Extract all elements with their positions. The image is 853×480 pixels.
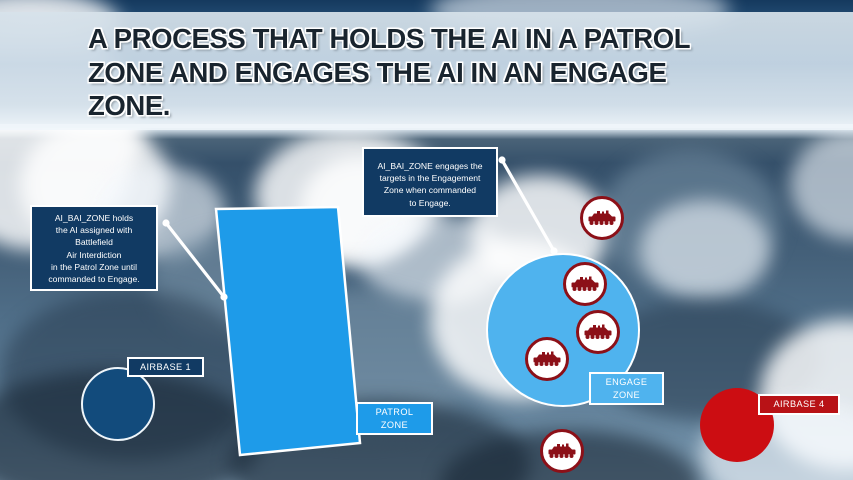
target-icon-3[interactable]: [576, 310, 620, 354]
armored-vehicle-icon: [548, 443, 576, 458]
armored-vehicle-icon: [584, 324, 612, 339]
armored-vehicle-icon: [588, 210, 616, 225]
target-icon-4[interactable]: [525, 337, 569, 381]
callout-patrol-hold: AI_BAI_ZONE holds the AI assigned with B…: [30, 205, 158, 291]
callout-engage-description: AI_BAI_ZONE engages the targets in the E…: [362, 147, 498, 217]
label-airbase-1: AIRBASE 1: [127, 357, 204, 377]
label-airbase-4: AIRBASE 4: [758, 394, 840, 415]
label-patrol-zone: PATROL ZONE: [356, 402, 433, 435]
target-icon-1[interactable]: [580, 196, 624, 240]
target-icon-5[interactable]: [540, 429, 584, 473]
label-engage-zone: ENGAGE ZONE: [589, 372, 664, 405]
armored-vehicle-icon: [533, 351, 561, 366]
title-band: [0, 12, 853, 128]
airbase-1-circle: [81, 367, 155, 441]
title-band-underline: [0, 124, 853, 130]
armored-vehicle-icon: [571, 276, 599, 291]
page-title: A PROCESS THAT HOLDS THE AI IN A PATROL …: [88, 23, 691, 122]
target-icon-2[interactable]: [563, 262, 607, 306]
